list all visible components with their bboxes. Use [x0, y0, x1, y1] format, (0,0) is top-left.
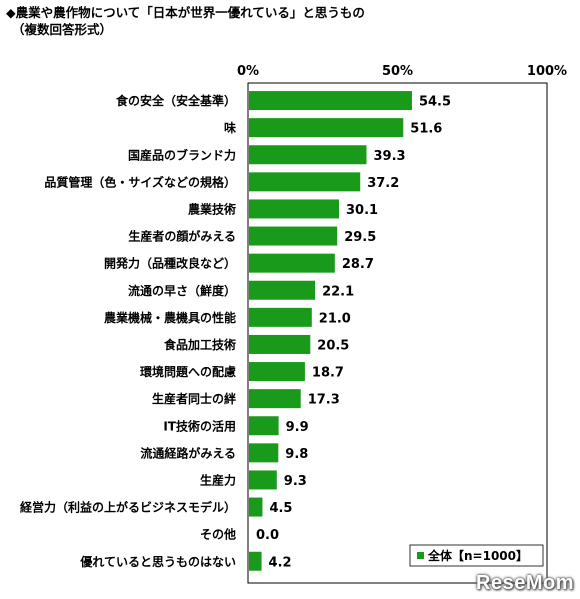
category-label: 優れていると思うものはない — [79, 554, 236, 569]
chart-title: ◆農業や農作物について「日本が世界一優れている」と思うもの — [6, 5, 365, 20]
category-label: 国産品のブランド力 — [128, 147, 236, 162]
bar — [249, 145, 367, 165]
data-label: 28.7 — [342, 257, 374, 272]
bar — [249, 470, 277, 490]
category-label: 味 — [224, 120, 236, 135]
chart-subtitle: （複数回答形式） — [12, 22, 113, 37]
legend-swatch — [417, 552, 424, 559]
category-label: 生産力 — [200, 472, 236, 487]
bar — [249, 389, 301, 409]
category-label: 農業技術 — [188, 201, 236, 216]
bar — [249, 443, 279, 463]
bar — [249, 497, 263, 517]
legend-box — [409, 544, 544, 567]
category-label: 生産者同士の絆 — [152, 391, 236, 406]
data-label: 54.5 — [419, 95, 451, 110]
x-tick-label: 0% — [237, 64, 259, 79]
data-label: 22.1 — [322, 284, 354, 299]
data-label: 17.3 — [308, 393, 340, 408]
data-label: 0.0 — [256, 528, 279, 543]
bar — [249, 226, 338, 246]
bar — [249, 91, 412, 111]
category-label: 流通の早さ（鮮度） — [128, 283, 236, 298]
data-label: 30.1 — [346, 203, 378, 218]
data-label: 20.5 — [317, 338, 349, 353]
category-label: IT技術の活用 — [163, 418, 236, 433]
bar — [249, 551, 262, 571]
bar — [249, 280, 316, 300]
x-tick-label: 100% — [527, 64, 567, 79]
category-label: 品質管理（色・サイズなどの規格） — [44, 174, 236, 189]
category-label: 農業機械・農機具の性能 — [104, 310, 236, 325]
legend-label: 全体【n=1000】 — [427, 548, 528, 563]
data-label: 37.2 — [367, 176, 399, 191]
resemom-watermark: ReseMom — [476, 572, 574, 594]
category-label: 生産者の顔がみえる — [128, 229, 236, 244]
category-label: 食の安全（安全基準） — [115, 93, 236, 108]
category-label: 開発力（品種改良など） — [104, 256, 236, 271]
bar — [249, 334, 311, 354]
data-label: 4.2 — [269, 555, 292, 570]
bar — [249, 362, 305, 382]
category-label: 流通経路がみえる — [140, 445, 236, 460]
bar — [249, 307, 312, 327]
data-label: 4.5 — [269, 501, 292, 516]
data-label: 9.9 — [286, 420, 309, 435]
category-label: 食品加工技術 — [163, 337, 236, 352]
data-label: 29.5 — [344, 230, 376, 245]
bar — [249, 172, 361, 192]
bar — [249, 118, 404, 138]
data-label: 51.6 — [410, 122, 442, 137]
category-label: その他 — [200, 527, 236, 542]
bar — [249, 199, 339, 219]
bar — [249, 416, 279, 436]
plot-frame — [247, 82, 548, 584]
category-label: 環境問題への配慮 — [140, 364, 236, 379]
category-label: 経営力（利益の上がるビジネスモデル） — [20, 500, 236, 515]
data-label: 9.8 — [285, 447, 308, 462]
bar — [249, 253, 335, 273]
data-label: 18.7 — [312, 366, 344, 381]
x-tick-label: 50% — [382, 64, 413, 79]
data-label: 39.3 — [374, 149, 406, 164]
data-label: 21.0 — [319, 311, 351, 326]
data-label: 9.3 — [284, 474, 307, 489]
